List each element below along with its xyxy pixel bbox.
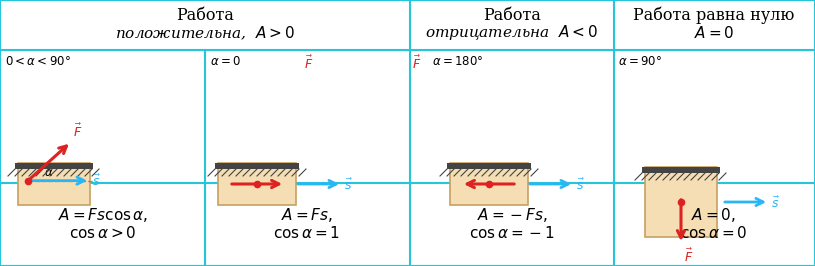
Text: $\alpha$: $\alpha$ xyxy=(44,166,54,179)
Text: $\vec{F}$: $\vec{F}$ xyxy=(73,123,82,140)
Bar xyxy=(645,167,717,237)
Bar xyxy=(447,163,531,169)
Text: положительна,  $A>0$: положительна, $A>0$ xyxy=(115,24,295,42)
Text: $\alpha=180°$: $\alpha=180°$ xyxy=(432,55,483,68)
Text: $A=0$: $A=0$ xyxy=(694,25,734,41)
Text: Работа: Работа xyxy=(483,6,541,23)
Text: $\alpha=90°$: $\alpha=90°$ xyxy=(618,55,662,68)
Bar xyxy=(15,163,93,169)
Text: $\alpha=0$: $\alpha=0$ xyxy=(210,55,240,68)
Bar xyxy=(642,167,720,173)
Text: $\vec{s}$: $\vec{s}$ xyxy=(576,177,585,193)
Text: $A=-Fs,$: $A=-Fs,$ xyxy=(477,206,548,223)
Text: Работа: Работа xyxy=(176,6,234,23)
Text: $\vec{F}$: $\vec{F}$ xyxy=(304,55,313,72)
Text: отрицательна  $A<0$: отрицательна $A<0$ xyxy=(425,23,598,43)
Text: $\vec{F}$: $\vec{F}$ xyxy=(412,55,421,72)
Text: Работа равна нулю: Работа равна нулю xyxy=(633,6,795,24)
Bar xyxy=(450,163,528,205)
Text: $\vec{s}$: $\vec{s}$ xyxy=(771,195,780,211)
Bar xyxy=(215,163,299,169)
Text: $\cos\alpha=1$: $\cos\alpha=1$ xyxy=(273,226,341,242)
Text: $\vec{F}$: $\vec{F}$ xyxy=(684,248,694,265)
Bar xyxy=(18,163,90,205)
Text: $A=Fs,$: $A=Fs,$ xyxy=(281,206,333,223)
Text: $0<\alpha<90°$: $0<\alpha<90°$ xyxy=(5,55,71,68)
Text: $A=0,$: $A=0,$ xyxy=(691,206,737,223)
Text: $\cos\alpha>0$: $\cos\alpha>0$ xyxy=(69,226,137,242)
Text: $\cos\alpha=-1$: $\cos\alpha=-1$ xyxy=(469,226,555,242)
Text: $A=Fs\cos\alpha,$: $A=Fs\cos\alpha,$ xyxy=(58,206,148,223)
Text: $\vec{s}$: $\vec{s}$ xyxy=(344,177,353,193)
Bar xyxy=(218,163,296,205)
Text: $\vec{s}$: $\vec{s}$ xyxy=(92,174,101,189)
Text: $\cos\alpha=0$: $\cos\alpha=0$ xyxy=(681,226,748,242)
